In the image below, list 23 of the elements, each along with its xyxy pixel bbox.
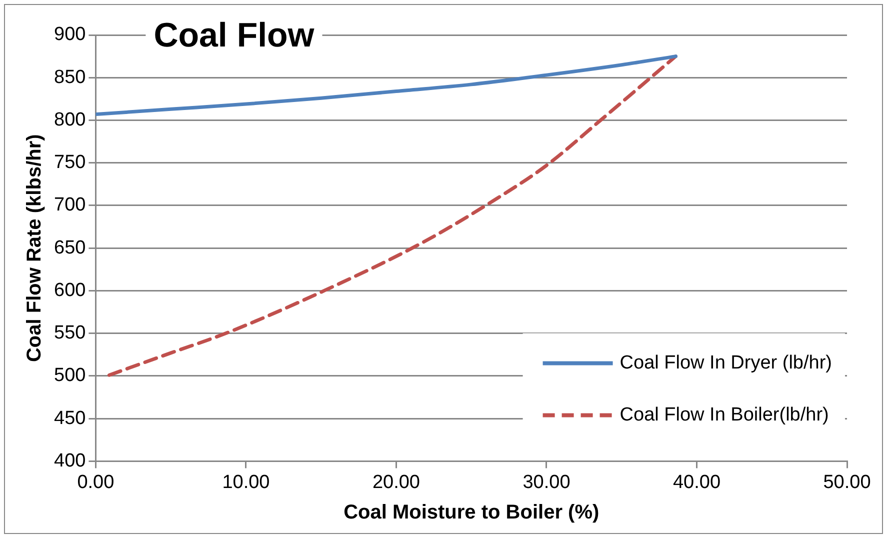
x-tick-label: 10.00 [222, 472, 270, 493]
x-tick-label: 30.00 [522, 472, 570, 493]
line-series [96, 54, 678, 116]
y-tick-label: 400 [54, 450, 86, 472]
y-tick-label: 900 [54, 24, 86, 46]
y-tick-label: 500 [54, 365, 86, 386]
y-tick-label: 450 [54, 408, 86, 429]
y-tick-label: 850 [54, 66, 86, 88]
y-tick-label: 550 [54, 322, 86, 344]
y-tick-label: 800 [54, 109, 86, 130]
x-axis-title: Coal Moisture to Boiler (%) [344, 502, 600, 524]
x-tick-label: 40.00 [672, 472, 721, 493]
legend-label: Coal Flow In Dryer (lb/hr) [620, 352, 832, 374]
x-tick-label: 0.00 [77, 472, 114, 493]
y-tick-label: 600 [54, 280, 86, 301]
y-tick-label: 650 [54, 237, 86, 258]
x-tick-label: 20.00 [372, 472, 420, 493]
chart-title: Coal Flow [154, 16, 315, 54]
x-tick-label: 50.00 [823, 472, 871, 493]
legend-label: Coal Flow In Boiler(lb/hr) [620, 404, 829, 426]
y-tick-label: 700 [54, 194, 86, 216]
y-axis-title: Coal Flow Rate (klbs/hr) [24, 134, 46, 362]
y-tick-label: 750 [54, 152, 86, 174]
